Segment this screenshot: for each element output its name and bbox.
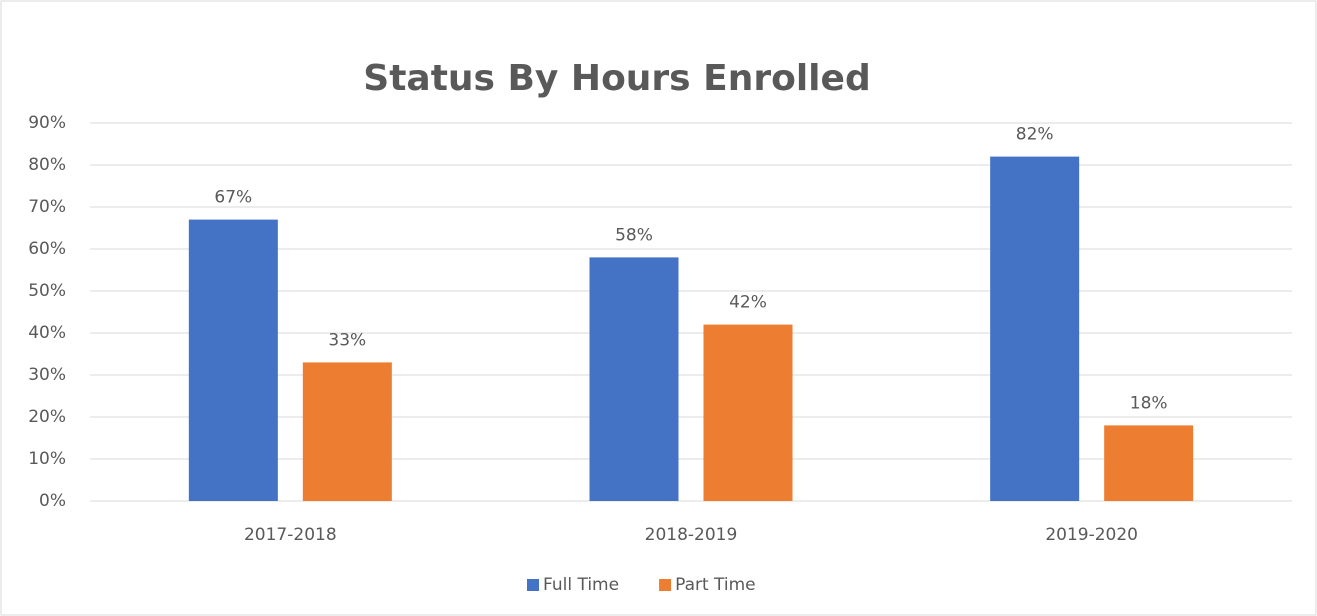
bar xyxy=(589,257,679,501)
y-tick-label: 50% xyxy=(28,281,66,301)
y-tick-label: 0% xyxy=(39,491,66,511)
chart-title: Status By Hours Enrolled xyxy=(363,58,870,99)
y-tick-label: 30% xyxy=(28,365,66,385)
data-label: 58% xyxy=(615,225,653,245)
data-label: 42% xyxy=(729,293,767,313)
bar xyxy=(990,156,1080,501)
bar xyxy=(703,324,793,501)
x-tick-label: 2018-2019 xyxy=(645,525,738,545)
y-tick-label: 90% xyxy=(28,113,66,133)
x-tick-label: 2017-2018 xyxy=(244,525,337,545)
bar xyxy=(1104,425,1194,501)
bar xyxy=(302,362,392,501)
legend-swatch xyxy=(527,579,539,591)
data-label: 67% xyxy=(214,188,252,208)
y-tick-label: 20% xyxy=(28,407,66,427)
y-tick-label: 80% xyxy=(28,155,66,175)
y-tick-label: 40% xyxy=(28,323,66,343)
x-tick-label: 2019-2020 xyxy=(1045,525,1138,545)
legend-label: Part Time xyxy=(675,575,756,595)
legend-label: Full Time xyxy=(543,575,619,595)
y-tick-label: 10% xyxy=(28,449,66,469)
data-label: 33% xyxy=(328,330,366,350)
data-label: 18% xyxy=(1130,393,1168,413)
y-tick-label: 60% xyxy=(28,239,66,259)
y-tick-label: 70% xyxy=(28,197,66,217)
data-label: 82% xyxy=(1016,125,1054,145)
legend-swatch xyxy=(659,579,672,591)
bar xyxy=(188,219,278,501)
